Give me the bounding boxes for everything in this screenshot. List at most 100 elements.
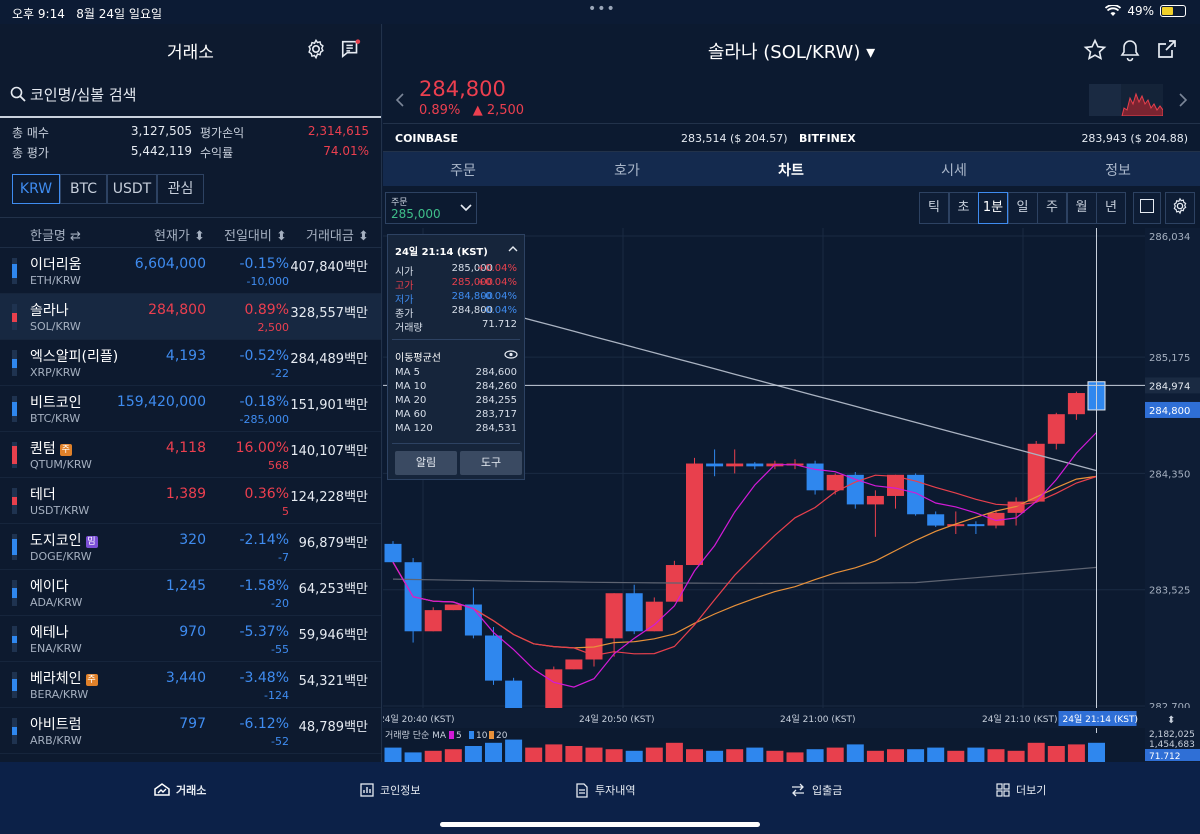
coin-price: 284,800 [148,302,206,318]
x-tick-label: 24일 20:40 (KST) [383,714,455,725]
exchange-prices: COINBASE 283,514 ($ 204.57) BITFINEX 283… [383,124,1200,152]
coin-volume: 328,557백만 [290,306,368,321]
coin-row[interactable]: 에이다 ADA/KRW 1,245 -1.58% -20 64,253백만 [0,570,381,616]
nav-investments[interactable]: 투자내역 [575,782,635,798]
coin-change-pct: -6.12% [239,716,289,732]
tab-chart[interactable]: 차트 [778,163,804,179]
volume-bar [1047,746,1065,762]
coin-symbol: DOGE/KRW [30,550,92,563]
eye-icon[interactable] [504,350,518,359]
sort-name[interactable]: 한글명 ⇄ [30,229,81,244]
chevron-up-icon[interactable] [508,245,518,252]
coin-header: 솔라나 (SOL/KRW) ▾ [383,24,1200,76]
nav-coin-info[interactable]: 코인정보 [360,782,420,798]
nav-transfer[interactable]: 입출금 [790,782,842,798]
timeframe-button[interactable]: 년 [1096,192,1126,224]
volume-bar [404,752,422,762]
profit-loss-value: 2,314,615 [307,124,369,138]
sort-price[interactable]: 현재가 ⬍ [154,229,205,244]
notice-icon[interactable] [340,38,362,60]
sort-change[interactable]: 전일대비 ⬍ [224,229,287,244]
coin-row[interactable]: 이더리움 ETH/KRW 6,604,000 -0.15% -10,000 407,840… [0,248,381,294]
timeframe-button[interactable]: 1분 [978,192,1008,224]
candle [1047,414,1065,444]
timeframe-button[interactable]: 일 [1007,192,1038,224]
ma-row: MA 5 284,600 [395,367,517,378]
gear-icon [1173,197,1187,215]
tab-krw[interactable]: KRW [12,174,60,204]
coin-row[interactable]: 퀀텀 주 QTUM/KRW 4,118 16.00% 568 140,107백만 [0,432,381,478]
candlestick-chart[interactable]: 286,034 285,175 284,350 283,525 282,700 284,9… [383,228,1200,762]
price-area: 284,800 0.89% ▲ 2,500 [383,76,1200,124]
chart-settings-button[interactable] [1165,192,1195,224]
order-price-select[interactable]: 주문 285,000 [385,192,477,224]
candle [726,463,744,467]
coin-badge: 밈 [85,536,98,548]
tab-market[interactable]: 시세 [941,163,967,179]
nav-more[interactable]: 더보기 [996,782,1046,798]
y-tick-label: 285,175 [1149,353,1190,364]
candle [645,601,663,632]
timeframe-button[interactable]: 주 [1037,192,1067,224]
coin-row[interactable]: 테더 USDT/KRW 1,389 0.36% 5 124,228백만 [0,478,381,524]
coin-change-abs: -22 [271,367,289,380]
tool-button[interactable]: 도구 [460,451,522,475]
search-input[interactable] [30,86,330,104]
coin-row[interactable]: 아비트럼 ARB/KRW 797 -6.12% -52 48,789백만 [0,708,381,754]
tab-info[interactable]: 정보 [1105,163,1131,179]
chevron-left-icon[interactable] [395,92,405,108]
ohlc-row: 시가 285,000 +0.04% [395,263,517,278]
chevron-right-icon[interactable] [1178,92,1188,108]
order-price-value: 285,000 [391,207,441,221]
coin-name: 이더리움 [30,257,82,273]
ma-row: MA 20 284,255 [395,395,517,406]
candle [947,524,965,527]
coin-volume: 140,107백만 [290,444,368,459]
fullscreen-button[interactable] [1133,192,1161,224]
sort-volume[interactable]: 거래대금 ⬍ [306,229,369,244]
tab-btc[interactable]: BTC [60,174,107,204]
gear-icon[interactable] [305,38,327,60]
bell-icon[interactable] [1119,38,1141,62]
tab-favorites[interactable]: 관심 [157,174,204,204]
coin-list-header: 한글명 ⇄ 현재가 ⬍ 전일대비 ⬍ 거래대금 ⬍ [0,218,381,248]
coin-row[interactable]: 도지코인 밈 DOGE/KRW 320 -2.14% -7 96,879백만 [0,524,381,570]
coin-row[interactable]: 솔라나 SOL/KRW 284,800 0.89% 2,500 328,557백만 [0,294,381,340]
nav-exchange[interactable]: 거래소 [154,782,206,798]
coin-selector[interactable]: 솔라나 (SOL/KRW) ▾ [707,42,876,63]
star-icon[interactable] [1083,38,1107,62]
coin-symbol: ETH/KRW [30,274,81,287]
coin-row[interactable]: 에테나 ENA/KRW 970 -5.37% -55 59,946백만 [0,616,381,662]
exchange-panel: 거래소 총 매수 3,127,505 평가손익 2,314,615 총 평가 5… [0,24,382,762]
timeframe-button[interactable]: 월 [1066,192,1097,224]
timeframe-button[interactable]: 틱 [919,192,949,224]
grid-icon [996,783,1010,797]
candle [866,495,884,505]
coin-volume: 54,321백만 [298,674,368,689]
coin-search[interactable] [0,76,381,118]
ohlc-tooltip: 24일 21:14 (KST) 시가 285,000 +0.04% 고가 285,000… [387,234,525,480]
mini-candle [12,304,17,330]
volume-bar [887,749,904,762]
timeframe-button[interactable]: 초 [948,192,979,224]
candle [424,610,442,632]
coin-row[interactable]: 베라체인 주 BERA/KRW 3,440 -3.48% -124 54,321백만 [0,662,381,708]
multitask-dots[interactable]: ••• [588,1,616,17]
coin-volume: 151,901백만 [290,398,368,413]
tab-order[interactable]: 주문 [450,163,476,179]
tab-orderbook[interactable]: 호가 [614,163,640,179]
coin-row[interactable]: 엑스알피(리플) XRP/KRW 4,193 -0.52% -22 284,489백만 [0,340,381,386]
coin-price: 1,389 [165,486,206,502]
volume-bar [525,747,543,762]
share-icon[interactable] [1155,37,1179,61]
page-title: 거래소 [167,43,214,63]
coin-row[interactable]: 비트코인 BTC/KRW 159,420,000 -0.18% -285,000 151,… [0,386,381,432]
coin-volume: 407,840백만 [290,260,368,275]
tab-usdt[interactable]: USDT [107,174,157,204]
coin-price: 797 [179,716,206,732]
volume-bar [485,742,502,762]
alarm-button[interactable]: 알림 [395,451,457,475]
coin-change-abs: -7 [278,551,289,564]
ohlc-row: 저가 284,800 -0.04% [395,291,517,306]
volume-bar [907,749,925,762]
